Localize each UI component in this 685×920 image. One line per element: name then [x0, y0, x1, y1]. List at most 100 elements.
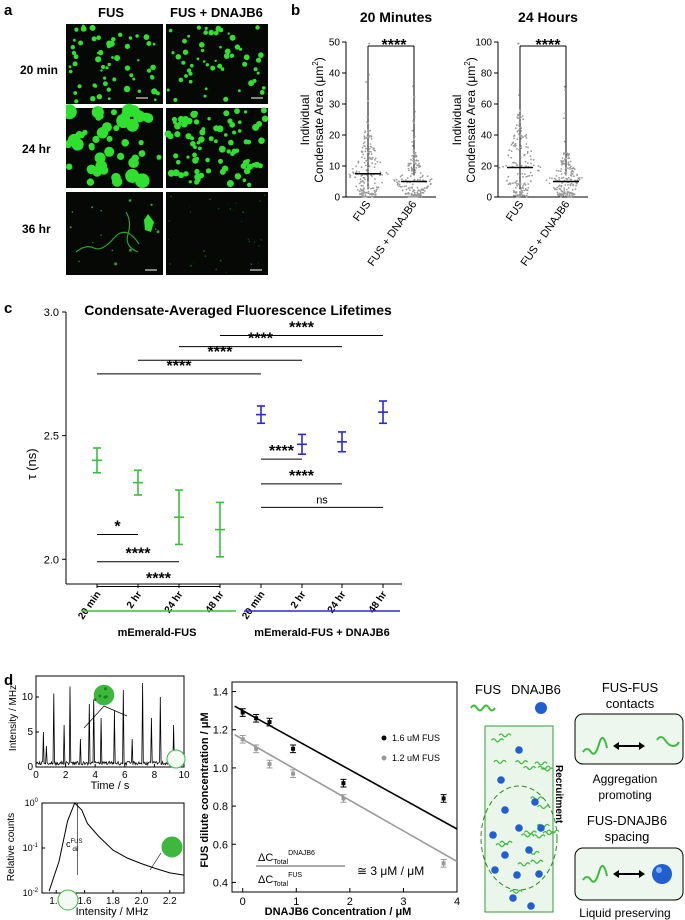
b-data-point [411, 183, 414, 186]
schem-side-label: Recruitment [553, 765, 564, 824]
b-data-point [374, 159, 376, 161]
condensate [196, 140, 201, 145]
condensate [238, 120, 242, 124]
b-data-point [523, 183, 525, 186]
b-data-point [518, 114, 520, 116]
b-data-point [525, 146, 528, 148]
condensate [91, 106, 104, 119]
condensate [246, 139, 252, 145]
condensate [186, 155, 190, 159]
condensate [223, 53, 230, 59]
b-data-point [517, 133, 520, 136]
b-data-point [364, 194, 367, 196]
b-data-point [569, 168, 571, 170]
b-data-point [519, 126, 522, 129]
condensate [257, 262, 259, 264]
b-data-point [364, 191, 366, 194]
b-data-point [525, 195, 528, 198]
b-data-point [357, 160, 360, 163]
b-data-point [411, 129, 414, 132]
b-data-point [571, 169, 574, 172]
b-data-point [368, 135, 371, 137]
box1-title-1: FUS-FUS [602, 680, 659, 695]
b-data-point [412, 138, 415, 141]
b-data-point [398, 183, 401, 186]
b-data-point [404, 192, 407, 195]
micro-col-fus: FUS [98, 5, 124, 20]
aggregate-speck [78, 260, 80, 263]
condensate [81, 24, 85, 28]
scatter-x-tick-label: 4 [454, 896, 460, 908]
b-data-point [422, 179, 424, 182]
b-data-point [570, 178, 573, 181]
b-data-point [525, 133, 528, 136]
b1-cat-fus: FUS [351, 199, 373, 224]
recruitment-boundary [480, 785, 558, 891]
condensate [214, 139, 218, 144]
b-data-point [422, 188, 425, 191]
b-data-point [399, 175, 402, 178]
fus-chain-left [582, 737, 608, 755]
b-data-point [370, 187, 372, 190]
dnajb6-molecule [515, 824, 523, 832]
b-data-point [551, 177, 553, 180]
schem-fus-label: FUS [475, 682, 501, 697]
micrograph-background [166, 192, 268, 275]
b-data-point [362, 142, 365, 145]
b-data-point [364, 131, 366, 134]
b-data-point [409, 175, 412, 178]
b-data-point [410, 195, 413, 198]
b-data-point [520, 187, 523, 189]
b-data-point [557, 185, 560, 188]
condensate [73, 38, 76, 42]
b-data-point [530, 162, 532, 165]
b-data-point [417, 195, 420, 198]
condensate [219, 45, 222, 49]
aggregate-speck [114, 262, 118, 266]
condensate [147, 68, 152, 73]
b-data-point [571, 192, 574, 195]
condensate [96, 35, 101, 40]
b-data-point [561, 163, 563, 166]
b-data-point [564, 172, 566, 175]
b-data-point [567, 167, 569, 170]
b-data-point [564, 173, 567, 176]
condensate [218, 27, 224, 33]
condensate [126, 118, 139, 132]
b-data-point [373, 166, 376, 169]
condensate [228, 139, 234, 146]
b-data-point [359, 178, 362, 181]
b-data-point [514, 142, 517, 145]
b-data-point [361, 195, 364, 198]
b-data-point [416, 178, 419, 181]
condensate [196, 57, 200, 61]
b-data-point [369, 145, 372, 148]
scatter-y-tick-label: 1.2 [213, 725, 228, 737]
condensate [199, 129, 206, 136]
condensate [105, 66, 109, 70]
ratio-numerator: ΔCTotalDNAJB6 [258, 850, 315, 866]
aggregate-speck [92, 241, 94, 244]
b-data-point [568, 193, 571, 196]
b-data-point [561, 182, 563, 184]
b-data-point [578, 176, 581, 179]
condensate [107, 62, 111, 67]
b-data-point [512, 141, 514, 144]
b-data-point [522, 118, 525, 121]
condensate [208, 136, 214, 142]
condensate [259, 90, 265, 95]
b-data-point [571, 195, 573, 197]
b-data-point [368, 195, 371, 198]
aggregate-fibril [75, 211, 140, 253]
b-data-point [375, 186, 378, 189]
b-data-point [536, 169, 539, 172]
b-data-point [365, 159, 368, 162]
aggregate-speck [156, 230, 160, 234]
b2-ylabel-1: Individual [450, 95, 464, 146]
b-data-point [558, 187, 561, 190]
b-data-point [381, 181, 383, 184]
b-data-point [527, 183, 530, 185]
b-y-tick-label: 50 [329, 38, 341, 49]
condensate [258, 137, 265, 144]
condensate [71, 50, 77, 56]
